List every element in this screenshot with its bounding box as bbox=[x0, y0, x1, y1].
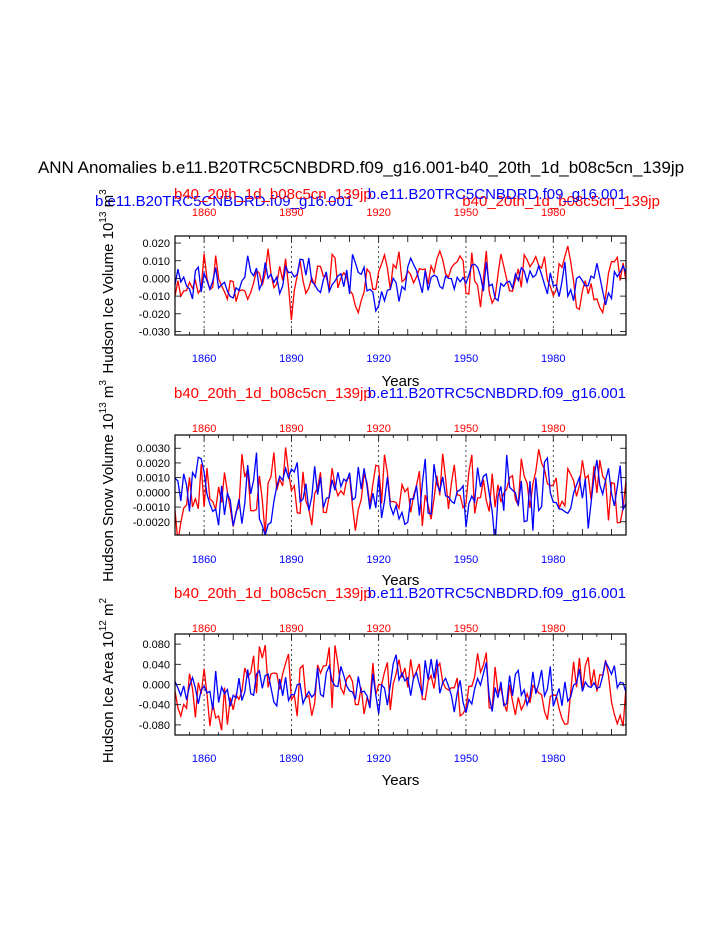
y-tick-label: -0.020 bbox=[139, 309, 170, 321]
y-tick-label: 0.040 bbox=[142, 659, 170, 671]
x-tick-label-bottom: 1920 bbox=[366, 554, 390, 566]
x-tick-label-bottom: 1890 bbox=[279, 753, 303, 765]
plot-frame bbox=[174, 434, 627, 536]
y-axis-label-unit-exp: 2 bbox=[98, 598, 109, 604]
x-tick-label-top: 1920 bbox=[366, 423, 390, 435]
y-tick-label: -0.010 bbox=[139, 291, 170, 303]
x-tick-label-bottom: 1860 bbox=[192, 353, 216, 365]
series-label-blue: b.e11.B20TRC5CNBDRD.f09_g16.001 bbox=[368, 585, 626, 602]
series-line-red bbox=[175, 447, 626, 535]
x-tick-label-top: 1980 bbox=[541, 423, 565, 435]
figure-title: ANN Anomalies b.e11.B20TRC5CNBDRD.f09_g1… bbox=[38, 158, 684, 177]
x-tick-label-top: 1860 bbox=[192, 423, 216, 435]
panel-2: 0.0030 0.0020 0.0010 0.0000 -0.0010 -0.0020 18… bbox=[98, 380, 627, 589]
x-tick-label-top: 1890 bbox=[279, 207, 303, 219]
x-tick-label-top: 1860 bbox=[192, 207, 216, 219]
y-axis-label-unit: m bbox=[100, 604, 117, 621]
y-axis-label-unit-exp: 3 bbox=[98, 189, 109, 195]
series-line-blue bbox=[175, 654, 626, 714]
x-tick-label-top: 1890 bbox=[279, 623, 303, 635]
x-tick-label-top: 1950 bbox=[454, 623, 478, 635]
x-tick-label-top: 1950 bbox=[454, 423, 478, 435]
x-tick-label-bottom: 1920 bbox=[366, 353, 390, 365]
x-tick-label-bottom: 1920 bbox=[366, 753, 390, 765]
x-tick-label-bottom: 1950 bbox=[454, 554, 478, 566]
y-axis-label-exp: 13 bbox=[98, 211, 109, 223]
x-axis-label: Years bbox=[382, 772, 420, 789]
y-tick-label: 0.000 bbox=[142, 273, 170, 285]
x-tick-label-top: 1920 bbox=[366, 623, 390, 635]
series-line-blue bbox=[175, 452, 626, 535]
y-axis-label: Hudson Snow Volume 1013 m3 bbox=[98, 380, 117, 582]
y-tick-label: 0.0030 bbox=[136, 443, 170, 455]
x-tick-label-bottom: 1890 bbox=[279, 353, 303, 365]
y-axis-label-unit-exp: 3 bbox=[98, 380, 109, 386]
series-line-red bbox=[175, 644, 626, 731]
x-tick-label-bottom: 1860 bbox=[192, 753, 216, 765]
y-tick-label: 0.020 bbox=[142, 238, 170, 250]
x-tick-label-bottom: 1860 bbox=[192, 554, 216, 566]
panels-group: 0.020 0.010 0.000 -0.010 -0.020 -0.030 1860 186… bbox=[98, 186, 627, 789]
series-label-red: b40_20th_1d_b08c5cn_139jp bbox=[174, 385, 372, 402]
x-tick-label-bottom: 1980 bbox=[541, 753, 565, 765]
y-tick-label: -0.080 bbox=[139, 720, 170, 732]
series-label-red: b40_20th_1d_b08c5cn_139jp bbox=[174, 186, 372, 203]
x-tick-label-bottom: 1950 bbox=[454, 753, 478, 765]
y-axis-label-exp: 12 bbox=[98, 620, 109, 632]
y-axis-label-text: Hudson Ice Volume 10 bbox=[100, 223, 117, 374]
y-axis-label-text: Hudson Ice Area 10 bbox=[100, 631, 117, 763]
y-tick-label: 0.0000 bbox=[136, 487, 170, 499]
plot-frame bbox=[174, 235, 627, 336]
y-tick-label: 0.010 bbox=[142, 256, 170, 268]
header-blue-label: b.e11.B20TRC5CNBDRD.f09_g16.001 bbox=[95, 193, 353, 210]
x-tick-label-top: 1920 bbox=[366, 207, 390, 219]
y-tick-label: 0.000 bbox=[142, 680, 170, 692]
series-line-blue bbox=[175, 254, 626, 313]
y-axis-label-exp: 13 bbox=[98, 402, 109, 414]
y-axis-label-text: Hudson Snow Volume 10 bbox=[100, 413, 117, 581]
y-axis-label: Hudson Ice Volume 1013 m3 bbox=[98, 189, 117, 374]
y-axis-label-unit: m bbox=[100, 386, 117, 403]
x-tick-label-bottom: 1950 bbox=[454, 353, 478, 365]
y-tick-label: -0.0020 bbox=[133, 517, 170, 529]
y-tick-label: -0.040 bbox=[139, 700, 170, 712]
x-tick-label-bottom: 1890 bbox=[279, 554, 303, 566]
x-axis-label: Years bbox=[382, 373, 420, 390]
series-label-blue: b.e11.B20TRC5CNBDRD.f09_g16.001 bbox=[368, 186, 626, 203]
x-tick-label-top: 1980 bbox=[541, 623, 565, 635]
x-tick-label-top: 1980 bbox=[541, 207, 565, 219]
y-tick-label: -0.030 bbox=[139, 326, 170, 338]
x-axis-label: Years bbox=[382, 572, 420, 589]
series-label-red: b40_20th_1d_b08c5cn_139jp bbox=[174, 585, 372, 602]
series-line-red bbox=[175, 245, 626, 321]
y-axis-label-unit: m bbox=[100, 195, 117, 212]
panel-1: 0.020 0.010 0.000 -0.010 -0.020 -0.030 1860 186… bbox=[98, 186, 627, 390]
x-tick-label-top: 1890 bbox=[279, 423, 303, 435]
x-tick-label-bottom: 1980 bbox=[541, 353, 565, 365]
x-tick-label-bottom: 1980 bbox=[541, 554, 565, 566]
series-label-blue: b.e11.B20TRC5CNBDRD.f09_g16.001 bbox=[368, 385, 626, 402]
y-tick-label: 0.080 bbox=[142, 639, 170, 651]
x-tick-label-top: 1950 bbox=[454, 207, 478, 219]
x-tick-label-top: 1860 bbox=[192, 623, 216, 635]
y-tick-label: -0.0010 bbox=[133, 502, 170, 514]
y-tick-label: 0.0010 bbox=[136, 473, 170, 485]
y-tick-label: 0.0020 bbox=[136, 458, 170, 470]
header-red-label: b40_20th_1d_b08c5cn_139jp bbox=[462, 193, 660, 210]
panel-3: 0.080 0.040 0.000 -0.040 -0.080 1860 1860 1890 1… bbox=[98, 585, 627, 789]
y-axis-label: Hudson Ice Area 1012 m2 bbox=[98, 598, 117, 764]
